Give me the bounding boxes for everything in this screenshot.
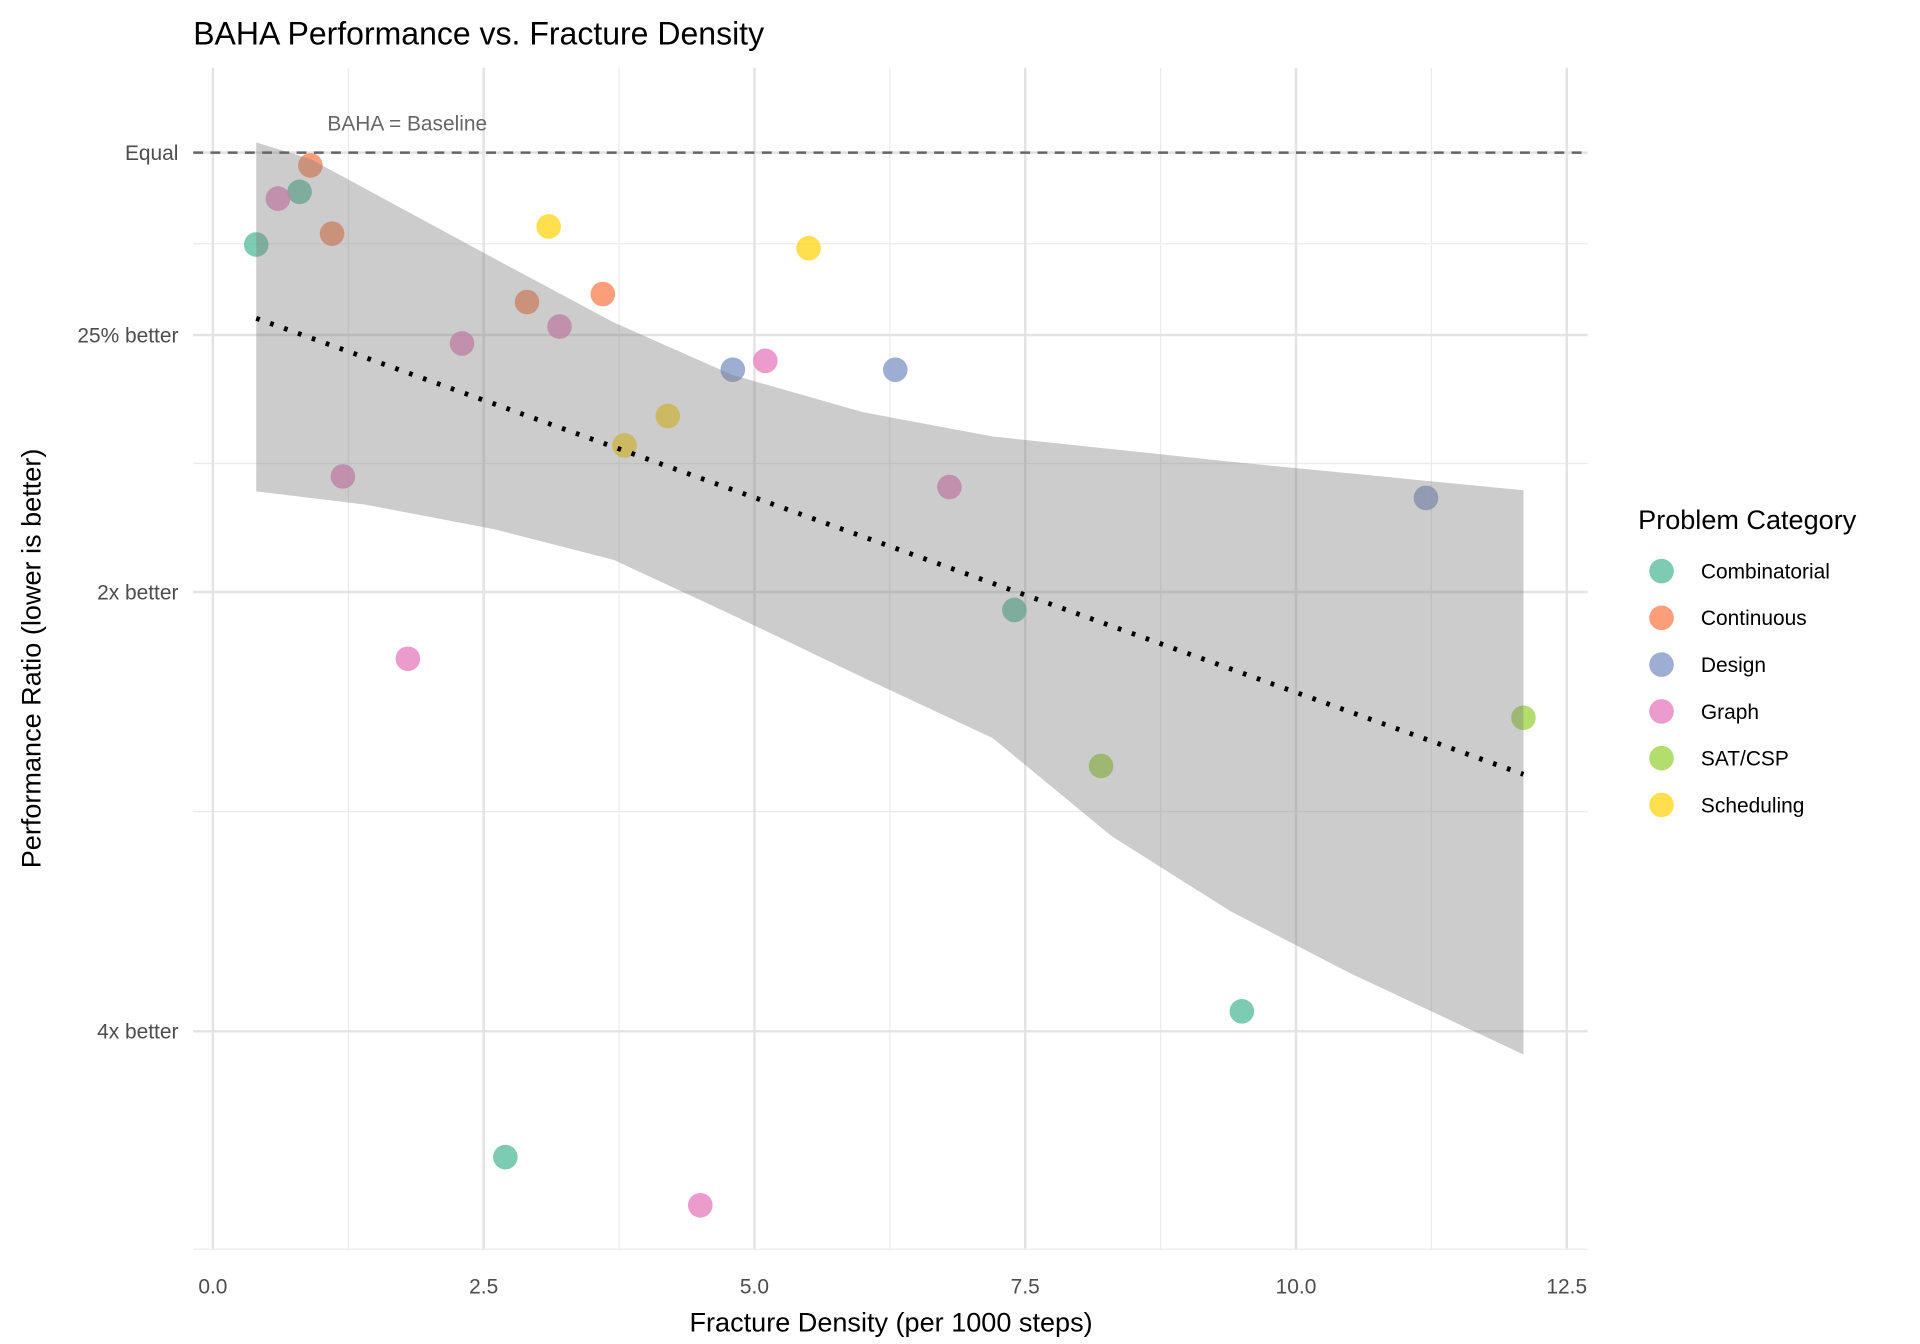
x-tick-label: 7.5: [1011, 1276, 1040, 1299]
y-axis-ticks: Equal 25% better 2x better 4x better: [77, 142, 178, 1044]
confidence-band: [256, 142, 1524, 1055]
data-point-scheduling: [612, 433, 637, 458]
data-point-continuous: [514, 289, 540, 315]
points: [243, 153, 1536, 1218]
legend-label: Graph: [1701, 701, 1759, 724]
data-point-continuous: [319, 221, 345, 246]
legend-label: Combinatorial: [1701, 560, 1830, 583]
data-point-continuous: [590, 281, 616, 307]
x-axis-label: Fracture Density (per 1000 steps): [690, 1307, 1093, 1338]
chart-title: BAHA Performance vs. Fracture Density: [193, 15, 764, 51]
baseline-label: BAHA = Baseline: [327, 112, 487, 135]
legend-key-continuous: [1649, 605, 1674, 631]
legend-label: SAT/CSP: [1701, 748, 1789, 771]
y-tick-label: Equal: [125, 142, 178, 165]
data-point-design: [882, 357, 908, 383]
data-point-combinatorial: [1229, 999, 1255, 1024]
data-point-graph: [547, 314, 572, 339]
data-point-graph: [395, 646, 421, 672]
legend-label: Design: [1701, 654, 1766, 677]
legend-key-design: [1649, 652, 1674, 677]
legend-label: Scheduling: [1701, 794, 1804, 817]
trend-line: [255, 315, 1525, 777]
legend-label: Continuous: [1701, 607, 1807, 630]
legend-key-scheduling: [1649, 792, 1674, 818]
data-point-graph: [752, 348, 778, 374]
data-point-combinatorial: [287, 179, 312, 205]
data-point-combinatorial: [493, 1144, 518, 1170]
data-point-combinatorial: [1002, 597, 1027, 623]
data-point-sat-csp: [1088, 753, 1114, 779]
x-tick-label: 0.0: [198, 1276, 227, 1299]
x-tick-label: 5.0: [740, 1276, 769, 1299]
data-point-graph: [449, 331, 475, 356]
grid: [193, 67, 1588, 1250]
data-point-design: [1413, 485, 1439, 511]
legend-title: Problem Category: [1638, 504, 1857, 535]
x-tick-label: 10.0: [1276, 1276, 1317, 1299]
x-tick-label: 2.5: [469, 1276, 498, 1299]
legend-key-combinatorial: [1649, 558, 1674, 584]
data-point-graph: [265, 186, 291, 211]
data-point-graph: [330, 464, 356, 489]
data-point-combinatorial: [243, 232, 269, 257]
y-tick-label: 25% better: [77, 324, 178, 347]
data-point-sat-csp: [1511, 705, 1536, 731]
y-tick-label: 2x better: [97, 581, 178, 604]
data-point-graph: [688, 1192, 713, 1218]
data-point-scheduling: [536, 214, 561, 239]
x-axis-ticks: 0.0 2.5 5.0 7.5 10.0 12.5: [198, 1276, 1587, 1299]
legend-key-graph: [1649, 699, 1674, 724]
x-tick-label: 12.5: [1546, 1276, 1587, 1299]
data-point-design: [720, 357, 746, 383]
data-point-graph: [937, 474, 962, 500]
y-tick-label: 4x better: [97, 1021, 178, 1044]
y-axis-label: Performance Ratio (lower is better): [16, 449, 47, 869]
legend-key-sat-csp: [1649, 745, 1674, 771]
data-point-scheduling: [796, 235, 821, 261]
data-point-scheduling: [655, 403, 681, 429]
legend: Problem Category Combinatorial Continuous…: [1638, 504, 1857, 817]
data-point-continuous: [298, 153, 323, 178]
